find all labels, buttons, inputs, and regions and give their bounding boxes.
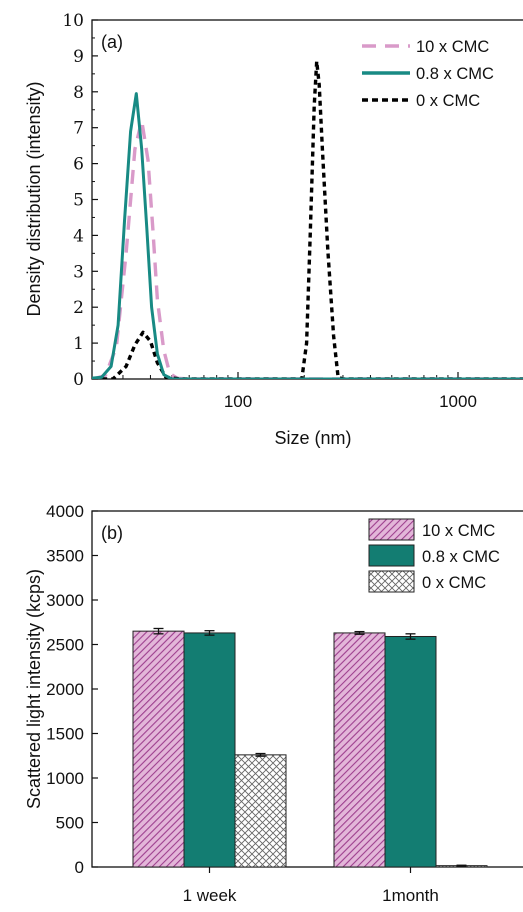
a-y-tick-label: 0 [73, 370, 84, 390]
panel-b-label: (b) [101, 523, 123, 543]
b-y-tick-label: 1500 [46, 725, 84, 744]
a-x-tick-label: 100 [224, 392, 252, 411]
a-y-tick-label: 4 [73, 226, 84, 246]
panel-a-y-axis-label: Density distribution (intensity) [24, 81, 44, 316]
bar [132, 630, 185, 868]
panel-a-label: (a) [101, 32, 123, 52]
legend-label: 0.8 x CMC [422, 548, 500, 566]
b-x-tick-label: 1 week [183, 886, 237, 905]
series-line-0-x-cmc [92, 59, 523, 379]
legend-swatch [368, 570, 415, 593]
panel-b-legend: 10 x CMC 0.8 x CMC 0 x CMC [368, 518, 500, 593]
a-y-tick-label: 9 [73, 47, 84, 67]
legend-swatch [368, 518, 415, 541]
legend-swatch [368, 544, 415, 567]
b-y-tick-label: 4000 [46, 502, 84, 521]
bar [183, 632, 236, 868]
a-y-tick-label: 2 [73, 298, 84, 318]
panel-b-y-axis-label: Scattered light intensity (kcps) [24, 569, 44, 809]
legend-label: 10 x CMC [416, 38, 489, 56]
legend-label: 0.8 x CMC [416, 65, 494, 83]
series-line-0-8-x-cmc [92, 92, 523, 379]
b-y-tick-label: 500 [56, 814, 84, 833]
bar [234, 754, 287, 868]
legend-label: 10 x CMC [422, 522, 495, 540]
b-y-tick-label: 3000 [46, 591, 84, 610]
legend-label: 0 x CMC [416, 92, 480, 110]
panel-a: 0 1 2 3 4 5 6 7 8 9 10 100 1000 (a) Size (nm) Densi… [24, 11, 523, 448]
b-x-tick-label: 1month [382, 886, 439, 905]
series-line-10-x-cmc [92, 118, 523, 379]
b-y-tick-label: 1000 [46, 769, 84, 788]
a-y-tick-label: 5 [73, 191, 84, 211]
bar [333, 632, 386, 868]
b-y-tick-label: 2000 [46, 680, 84, 699]
bar [384, 635, 437, 868]
a-y-tick-label: 3 [73, 262, 84, 282]
b-y-tick-label: 3500 [46, 547, 84, 566]
a-y-tick-label: 6 [73, 155, 84, 175]
b-y-tick-label: 0 [75, 858, 84, 877]
legend-label: 0 x CMC [422, 574, 486, 592]
a-x-tick-label: 1000 [439, 392, 477, 411]
b-y-tick-label: 2500 [46, 636, 84, 655]
a-y-tick-label: 8 [73, 83, 84, 103]
a-y-tick-label: 10 [62, 11, 84, 31]
panel-a-x-axis-label: Size (nm) [274, 428, 351, 448]
a-y-tick-label: 7 [73, 119, 84, 139]
panel-b: 0 500 1000 1500 2000 2500 3000 3500 4000 1 week 1… [24, 502, 523, 905]
a-y-tick-label: 1 [73, 334, 84, 354]
panel-a-legend: 10 x CMC 0.8 x CMC 0 x CMC [362, 38, 494, 110]
